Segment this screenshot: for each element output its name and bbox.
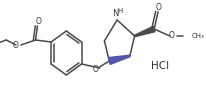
Text: H: H [117,8,123,14]
Text: O: O [156,2,162,11]
Text: O: O [93,65,98,75]
Polygon shape [135,26,155,37]
Text: O: O [35,17,41,25]
Text: O: O [169,32,175,40]
Text: HCl: HCl [151,61,169,71]
Polygon shape [109,55,130,64]
Text: N: N [112,9,118,17]
Text: O: O [13,40,19,49]
Text: CH₃: CH₃ [191,33,204,39]
